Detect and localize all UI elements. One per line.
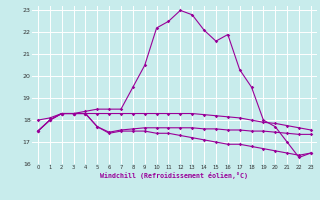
X-axis label: Windchill (Refroidissement éolien,°C): Windchill (Refroidissement éolien,°C) — [100, 172, 248, 179]
